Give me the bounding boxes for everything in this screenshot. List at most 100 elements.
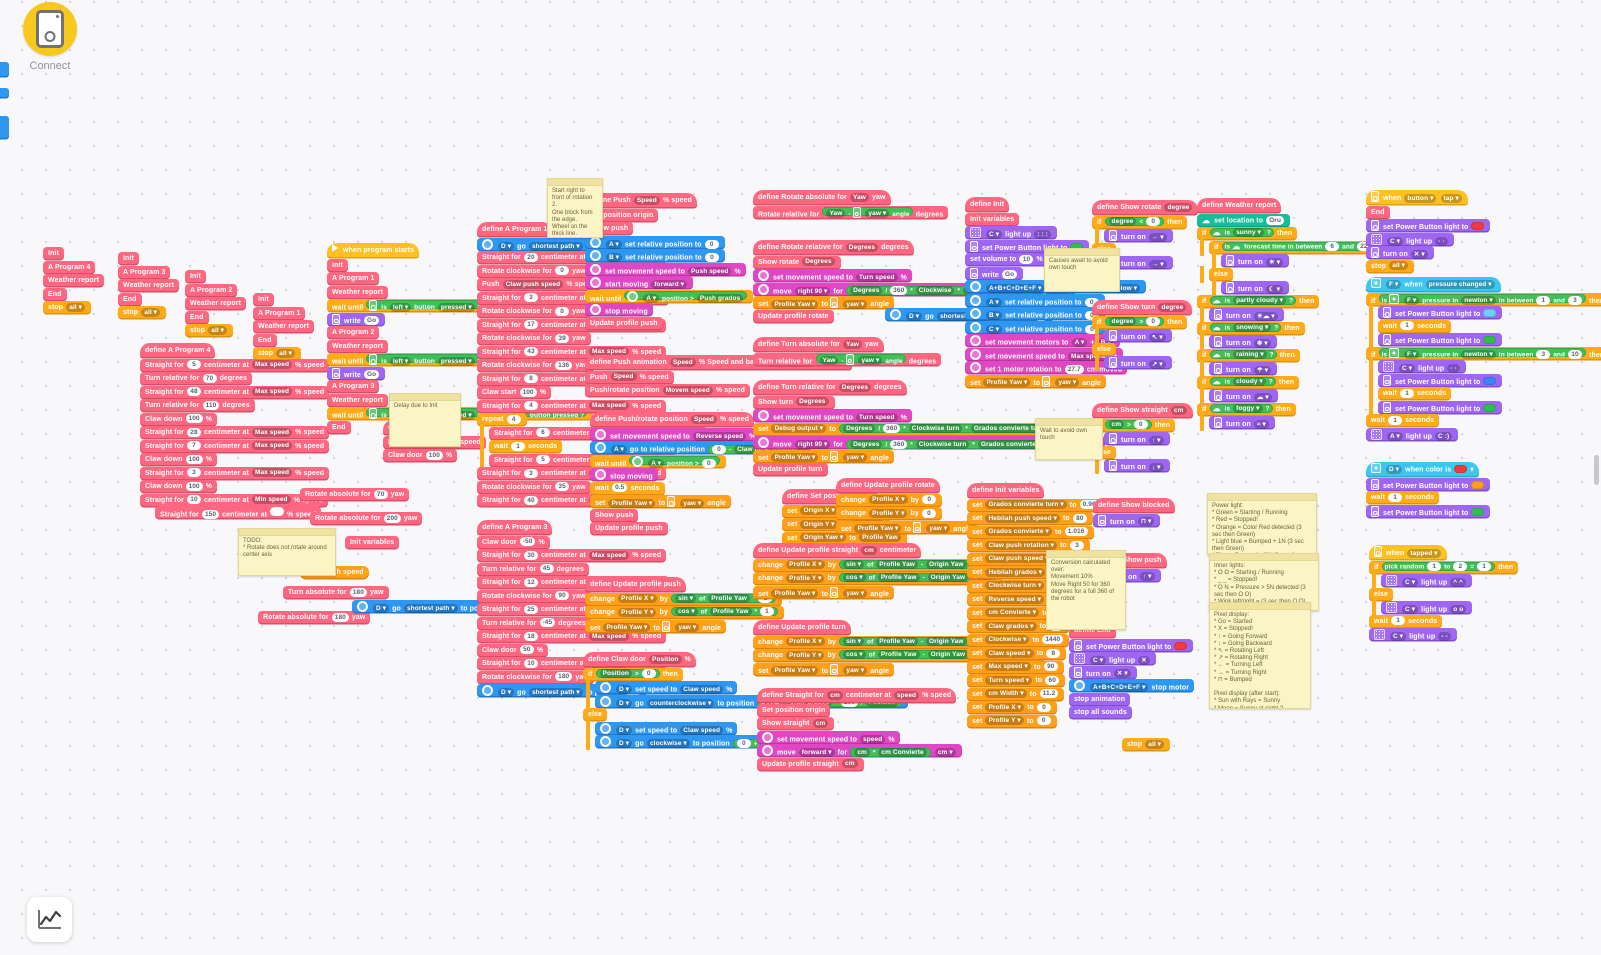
dropdown-pill[interactable]: degree (1108, 216, 1137, 226)
value-input[interactable]: 10 (1019, 254, 1034, 264)
definition-hat-block[interactable]: define Rotate absolute for Yaw yaw (753, 190, 891, 204)
code-block[interactable]: Turn relative for -45 degrees (477, 616, 591, 629)
code-block[interactable]: Set position origin (585, 208, 659, 221)
dropdown-pill[interactable]: : : : (1034, 230, 1051, 239)
comment-note[interactable]: TODO: * Rotate does not rotate around ce… (238, 528, 336, 576)
dropdown-pill[interactable]: right 90 ▾ (794, 286, 831, 296)
code-block[interactable]: Update profile rotate (753, 309, 834, 322)
definition-hat-block[interactable]: define Show rotate degree (1092, 200, 1199, 214)
dropdown-pill[interactable]: left ▾ (389, 302, 412, 312)
value-input[interactable]: 17 (523, 320, 538, 329)
dropdown-pill[interactable]: A ▾ (611, 445, 627, 454)
code-block[interactable]: if pick random 1 to 2 = 1 then (1369, 560, 1519, 573)
definition-hat-block[interactable]: define Show blocked (1093, 498, 1175, 512)
value-input[interactable]: 45 (539, 564, 554, 573)
value-input[interactable]: 360 (890, 286, 908, 295)
dropdown-pill[interactable]: A+B+C+D+E+F ▾ (986, 284, 1045, 293)
dropdown-pill[interactable]: cm (1170, 405, 1187, 415)
dropdown-pill[interactable]: Max speed (251, 360, 293, 369)
dropdown-pill[interactable]: B ▾ (606, 253, 623, 262)
definition-hat-block[interactable]: define A Program 1 (477, 222, 553, 236)
code-block[interactable]: if degree > 0 then (1092, 315, 1188, 328)
value-input[interactable]: 100 (185, 481, 203, 491)
code-block[interactable]: Rotate clockwise for 90 yaw (477, 589, 591, 602)
code-block[interactable]: A Program 4 (43, 260, 96, 273)
code-block[interactable]: stop animation (1069, 692, 1131, 705)
code-block[interactable]: turn on ☾ ▾ (1211, 279, 1290, 296)
value-input[interactable]: 180 (555, 672, 573, 681)
value-input[interactable]: 0 (1084, 324, 1099, 334)
dropdown-pill[interactable]: Turn speed (856, 273, 898, 282)
definition-hat-block[interactable]: when button ▾ tap ▾ (1366, 190, 1468, 204)
dropdown-pill[interactable]: Reverse speed ▾ (985, 594, 1044, 604)
dropdown-pill[interactable]: o o (1450, 605, 1467, 614)
code-block[interactable]: write Go (327, 366, 386, 379)
value-input[interactable]: 5 (535, 455, 550, 464)
dropdown-pill[interactable]: Clockwise turn (908, 423, 963, 433)
dropdown-pill[interactable]: A ▾ (986, 297, 1002, 307)
dropdown-pill[interactable]: C ▾ (1402, 578, 1419, 587)
code-block[interactable]: set volume to 10 % (965, 253, 1048, 265)
dropdown-pill[interactable]: cm (1108, 419, 1125, 429)
dropdown-pill[interactable]: foggy ▾ (1233, 403, 1263, 413)
dropdown-pill[interactable]: Profile Yaw (708, 593, 750, 603)
definition-hat-block[interactable]: define Straight for cm centimeter at spe… (757, 688, 957, 702)
value-input[interactable]: 5 (186, 360, 201, 369)
dropdown-pill[interactable]: Profile Yaw ▾ (771, 666, 819, 675)
value-input[interactable]: 1440 (1042, 635, 1064, 644)
code-block[interactable]: Init (43, 247, 64, 259)
value-input[interactable]: 2 (1453, 561, 1468, 571)
dropdown-pill[interactable]: Max speed ▾ (985, 662, 1031, 671)
value-input[interactable]: 48 (186, 387, 201, 396)
definition-hat-block[interactable]: define Update profile straight cm centim… (753, 543, 922, 557)
code-block[interactable]: Rotate relative for Yaw - yaw ▾ angle de… (753, 205, 949, 218)
offscreen-block-indicator[interactable] (0, 88, 9, 97)
value-input[interactable]: Go (1001, 270, 1018, 279)
dropdown-pill[interactable]: Grados convierte ▾ (985, 527, 1052, 536)
value-input[interactable]: 0 (712, 444, 726, 454)
definition-hat-block[interactable]: define Init (965, 197, 1010, 211)
code-block[interactable]: change Profile X ▾ by sin ▾ of Profile Y… (585, 592, 783, 605)
dropdown-pill[interactable]: sin ▾ (843, 559, 865, 569)
code-block[interactable]: Turn relative for Yaw - yaw ▾ angle degr… (753, 352, 942, 365)
code-block[interactable]: set Profile Y ▾ to 0 (967, 714, 1057, 727)
code-block[interactable]: set Profile Yaw ▾ to yaw ▾ angle (753, 662, 895, 675)
dropdown-pill[interactable]: Max speed (251, 468, 293, 477)
value-input[interactable]: 110 (202, 400, 220, 410)
code-block[interactable]: End (118, 292, 142, 305)
code-block[interactable]: Turn absolute for 180 yaw (283, 586, 389, 598)
dropdown-pill[interactable]: C ▾ (1390, 632, 1407, 641)
dropdown-pill[interactable]: Degrees (802, 257, 835, 266)
dropdown-pill[interactable]: all ▾ (208, 325, 228, 335)
code-block[interactable]: Update profile push (590, 522, 668, 534)
code-block[interactable]: Show straight cm (757, 717, 835, 729)
code-block[interactable]: else (1092, 342, 1117, 355)
code-block[interactable]: Update profile turn (753, 463, 828, 475)
value-input[interactable]: 360 (761, 698, 779, 707)
dropdown-pill[interactable]: C ▾ (1090, 656, 1107, 665)
value-input[interactable]: 0 (1036, 716, 1051, 725)
code-block[interactable]: wait 1 seconds (479, 438, 563, 455)
dropdown-pill[interactable]: Hebilah grados ▾ (985, 567, 1046, 577)
value-input[interactable]: 150 (201, 510, 220, 519)
dropdown-pill[interactable]: ✕ ▾ (1113, 669, 1131, 678)
value-input[interactable]: 90 (1043, 662, 1058, 671)
code-block[interactable]: Straight for 28 centimeter at Max speed … (140, 426, 330, 438)
dropdown-pill[interactable]: ☁ ▾ (1253, 392, 1272, 402)
dropdown-pill[interactable]: sin ▾ (675, 593, 697, 603)
dropdown-pill[interactable]: cm (812, 718, 829, 728)
dropdown-pill[interactable]: C :) (1435, 431, 1453, 441)
dropdown-pill[interactable]: Profile Yaw ▾ (771, 453, 819, 462)
value-input[interactable]: 4 (506, 414, 521, 424)
code-block[interactable]: if degree < 0 then (1092, 215, 1188, 228)
code-block[interactable]: Show rotate Degrees (753, 255, 841, 268)
value-input[interactable]: 8 (523, 374, 538, 383)
dropdown-pill[interactable]: Position (599, 668, 632, 678)
dropdown-pill[interactable]: ↗ ▾ (1148, 359, 1166, 369)
dropdown-pill[interactable]: yaw ▾ (865, 209, 890, 218)
code-block[interactable]: change Profile Y ▾ by 0 (836, 507, 942, 519)
dropdown-pill[interactable]: tap ▾ (1440, 193, 1462, 203)
code-block[interactable]: set Profile Yaw ▾ to yaw ▾ angle (590, 495, 732, 508)
code-block[interactable]: if Position > 0 then (583, 667, 683, 680)
dropdown-pill[interactable]: all ▾ (66, 302, 86, 312)
